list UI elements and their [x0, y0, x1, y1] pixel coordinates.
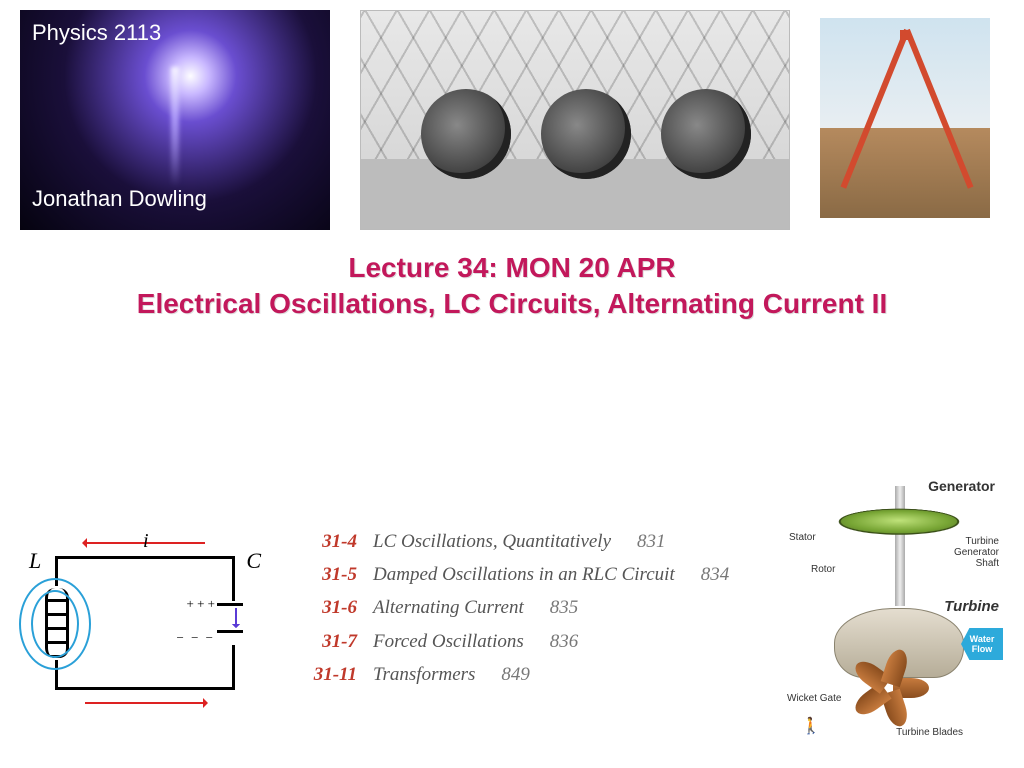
water-flow-arrow: Water Flow	[961, 628, 1003, 660]
toc-section: 31-11	[305, 658, 357, 691]
toc-title: Forced Oscillations	[373, 625, 524, 658]
instructor-name: Jonathan Dowling	[32, 186, 207, 212]
capacitor-plate-top	[217, 603, 243, 606]
toc-title: Damped Oscillations in an RLC Circuit	[373, 558, 675, 591]
toc-row: 31-7 Forced Oscillations 836	[305, 625, 749, 658]
label-wicket: Wicket Gate	[787, 693, 841, 704]
b-field-loop-inner	[31, 590, 79, 658]
toc-section: 31-5	[305, 558, 357, 591]
toc-row: 31-4 LC Oscillations, Quantitatively 831	[305, 525, 749, 558]
label-stator: Stator	[789, 532, 816, 543]
title-line-2: Electrical Oscillations, LC Circuits, Al…	[0, 288, 1024, 320]
toc-section: 31-6	[305, 591, 357, 624]
swing-image-panel	[820, 18, 990, 218]
bottom-row: i L C + + + − − − 31-4 LC Oscillations, …	[0, 478, 1024, 738]
toc-section: 31-4	[305, 525, 357, 558]
label-current: i	[143, 530, 149, 553]
toc-title: Alternating Current	[373, 591, 524, 624]
label-rotor: Rotor	[811, 564, 835, 575]
toc-page: 849	[501, 658, 530, 691]
factory-image-panel	[360, 10, 790, 230]
lc-circuit-diagram: i L C + + + − − −	[25, 508, 265, 708]
scale-figure-icon: 🚶	[801, 716, 821, 736]
toc-title: LC Oscillations, Quantitatively	[373, 525, 611, 558]
generator-diagram: Generator Turbine Water Flow Stator Roto…	[779, 478, 999, 738]
current-arrow-bottom	[85, 702, 205, 704]
turbine-assembly	[824, 608, 974, 718]
turbine-blades	[859, 658, 939, 718]
toc-row: 31-5 Damped Oscillations in an RLC Circu…	[305, 558, 749, 591]
toc-section: 31-7	[305, 625, 357, 658]
label-shaft: Turbine Generator Shaft	[929, 536, 999, 569]
course-code: Physics 2113	[32, 20, 161, 46]
generator-heading: Generator	[928, 478, 995, 494]
label-inductor: L	[29, 548, 41, 574]
hero-image-panel: Physics 2113 Jonathan Dowling	[20, 10, 330, 230]
toc-page: 836	[550, 625, 579, 658]
toc-page: 831	[637, 525, 666, 558]
chapter-toc: 31-4 LC Oscillations, Quantitatively 831…	[295, 525, 749, 691]
toc-row: 31-6 Alternating Current 835	[305, 591, 749, 624]
cap-plus-charges: + + +	[187, 596, 216, 612]
e-field-arrow	[235, 608, 237, 626]
top-image-row: Physics 2113 Jonathan Dowling	[0, 0, 1024, 230]
cap-minus-charges: − − −	[177, 630, 216, 646]
toc-page: 835	[550, 591, 579, 624]
toc-title: Transformers	[373, 658, 475, 691]
lecture-title: Lecture 34: MON 20 APR Electrical Oscill…	[0, 252, 1024, 320]
generator-stator	[833, 509, 965, 535]
toc-row: 31-11 Transformers 849	[305, 658, 749, 691]
label-blades: Turbine Blades	[896, 727, 963, 738]
toc-page: 834	[701, 558, 730, 591]
label-capacitor: C	[246, 548, 261, 574]
generator-shaft	[895, 486, 905, 606]
title-line-1: Lecture 34: MON 20 APR	[0, 252, 1024, 284]
